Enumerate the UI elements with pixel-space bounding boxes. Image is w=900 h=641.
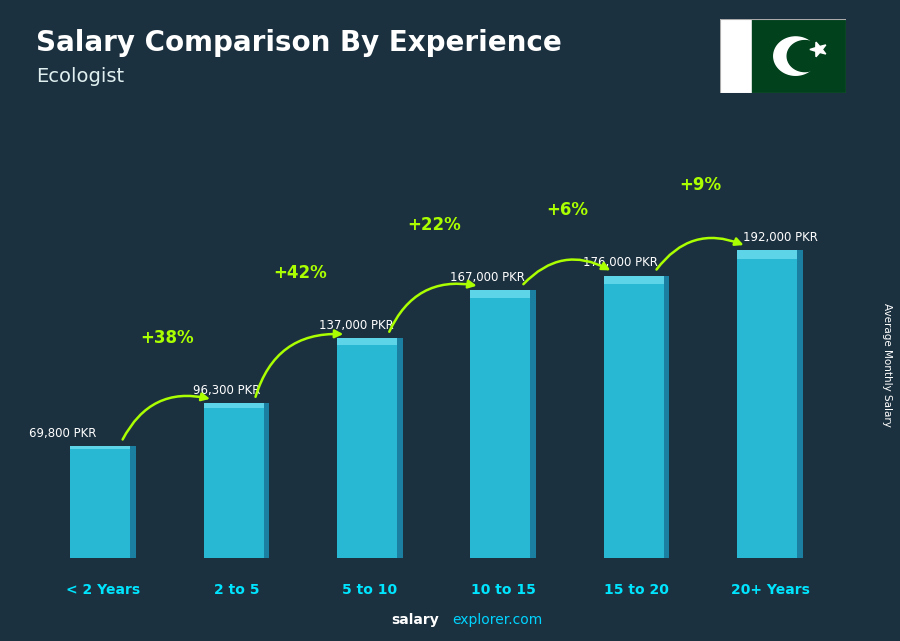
Text: 96,300 PKR: 96,300 PKR — [194, 384, 261, 397]
Polygon shape — [774, 37, 817, 75]
Bar — [338, 338, 397, 558]
Text: 10 to 15: 10 to 15 — [471, 583, 536, 597]
Bar — [264, 403, 269, 558]
Bar — [471, 290, 530, 298]
Text: Ecologist: Ecologist — [36, 67, 124, 87]
Text: +6%: +6% — [546, 201, 589, 219]
Text: +38%: +38% — [140, 329, 194, 347]
Text: Average Monthly Salary: Average Monthly Salary — [881, 303, 892, 428]
Bar — [752, 19, 846, 93]
Bar — [797, 250, 803, 558]
Text: 69,800 PKR: 69,800 PKR — [30, 427, 96, 440]
Bar — [530, 290, 536, 558]
Text: 2 to 5: 2 to 5 — [213, 583, 259, 597]
Text: 15 to 20: 15 to 20 — [604, 583, 669, 597]
Polygon shape — [788, 40, 823, 72]
Bar — [737, 250, 797, 259]
Bar — [70, 446, 130, 449]
Bar — [203, 403, 264, 558]
Text: 137,000 PKR: 137,000 PKR — [320, 319, 394, 332]
Bar — [203, 403, 264, 408]
Text: +22%: +22% — [407, 215, 461, 234]
Text: < 2 Years: < 2 Years — [66, 583, 140, 597]
Bar — [338, 338, 397, 345]
Text: 5 to 10: 5 to 10 — [342, 583, 398, 597]
Bar — [70, 446, 130, 558]
Text: salary: salary — [392, 613, 439, 627]
Bar — [737, 250, 797, 558]
Text: +9%: +9% — [680, 176, 722, 194]
Bar — [130, 446, 136, 558]
Bar — [604, 276, 664, 284]
Text: 192,000 PKR: 192,000 PKR — [743, 231, 818, 244]
Bar — [664, 276, 670, 558]
Bar — [471, 290, 530, 558]
Bar — [720, 19, 751, 93]
Text: 176,000 PKR: 176,000 PKR — [583, 256, 658, 269]
Bar — [397, 338, 402, 558]
Polygon shape — [810, 42, 826, 57]
Text: 20+ Years: 20+ Years — [731, 583, 809, 597]
Text: explorer.com: explorer.com — [452, 613, 542, 627]
Text: +42%: +42% — [274, 263, 328, 282]
Text: Salary Comparison By Experience: Salary Comparison By Experience — [36, 29, 562, 57]
Text: 167,000 PKR: 167,000 PKR — [450, 271, 525, 284]
Bar — [604, 276, 664, 558]
